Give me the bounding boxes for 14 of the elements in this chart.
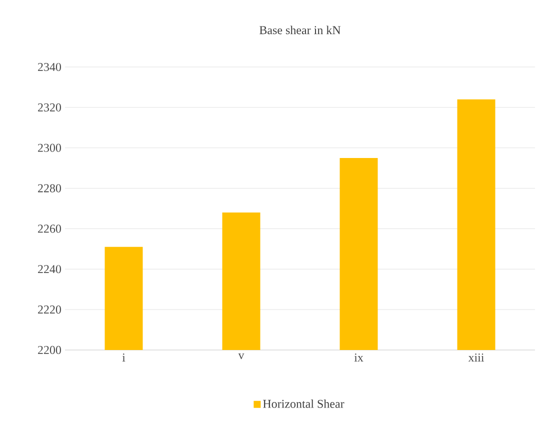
x-tick-label: xiii	[468, 354, 484, 362]
y-tick-label: 2280	[38, 184, 62, 192]
x-tick-label: ix	[354, 354, 364, 362]
y-tick-label: 2340	[38, 62, 62, 72]
y-tick-label: 2240	[38, 265, 62, 274]
x-tick-label: i	[122, 354, 126, 362]
legend-label: Horizontal Shear	[263, 399, 344, 408]
y-tick-label: 2220	[38, 306, 62, 314]
y-tick-label: 2300	[38, 144, 62, 152]
x-tick-label: v	[238, 354, 244, 360]
y-tick-label: 2260	[38, 224, 62, 233]
chart-title: Base shear in kN	[260, 26, 341, 34]
y-tick-label: 2320	[38, 103, 62, 112]
y-tick-label: 2200	[38, 346, 62, 354]
